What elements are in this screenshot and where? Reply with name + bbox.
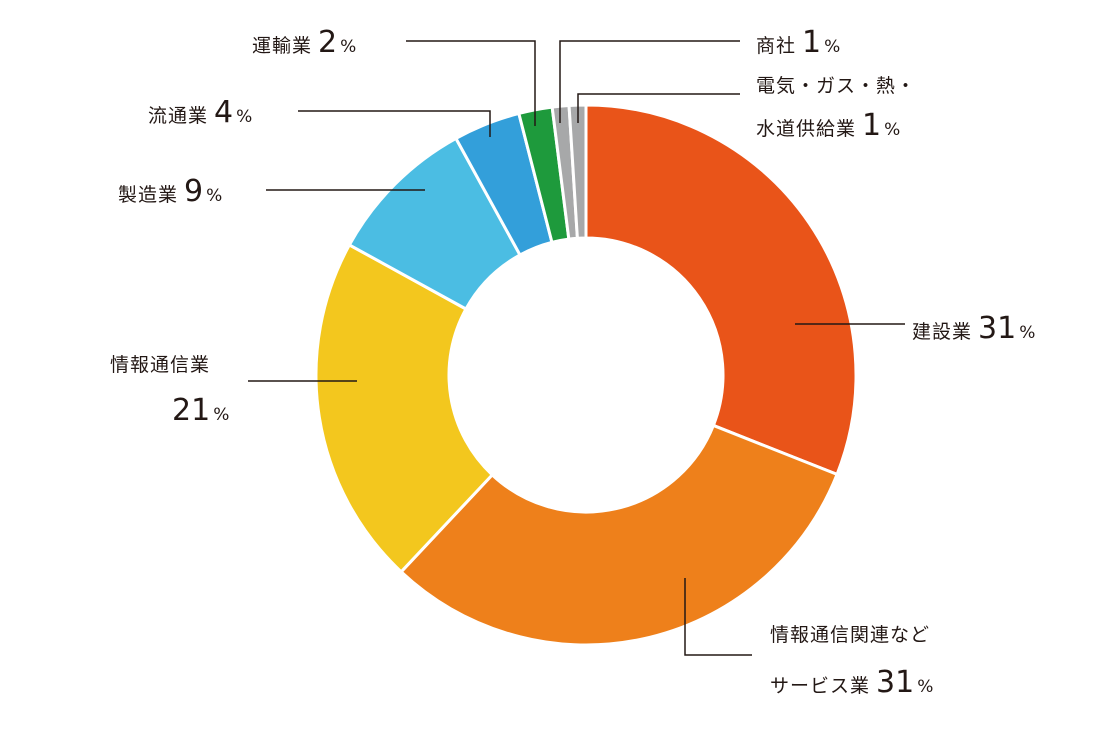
slice-label-3: 製造業 9% [118, 174, 222, 209]
slice-7 [567, 103, 588, 240]
slice-label-6: 商社 1% [756, 25, 840, 60]
leader-line-5 [406, 40, 536, 126]
slice-label-text-3: 製造業 9% [118, 174, 222, 209]
slice-0 [584, 103, 858, 476]
slice-label-line2-7: 水道供給業 1% [756, 108, 900, 143]
slice-label-line2-1: サービス業 31% [770, 665, 933, 700]
leader-line-4 [298, 110, 491, 137]
slice-label-text-6: 商社 1% [756, 25, 840, 60]
leader-line-1 [684, 578, 752, 656]
slice-label-text-5: 運輸業 2% [252, 25, 356, 60]
slice-2 [314, 243, 494, 574]
leader-lines-group [248, 40, 905, 656]
slice-label-4: 流通業 4% [148, 95, 252, 130]
slice-label-0: 建設業 31% [912, 311, 1035, 346]
leader-line-6 [559, 40, 740, 123]
slice-label-line1-1: 情報通信関連など [770, 624, 930, 646]
slice-label-value-2: 21% [172, 393, 229, 428]
slices-group [314, 103, 858, 647]
slice-label-5: 運輸業 2% [252, 25, 356, 60]
slice-label-line1-7: 電気・ガス・熱・ [756, 75, 916, 97]
slice-1 [399, 423, 839, 647]
slice-label-7: 電気・ガス・熱・水道供給業 1% [756, 75, 916, 143]
slice-label-text-0: 建設業 31% [912, 311, 1035, 346]
slice-label-text-4: 流通業 4% [148, 95, 252, 130]
slice-label-name-2: 情報通信業 [110, 354, 210, 376]
leader-line-7 [577, 93, 740, 123]
slice-label-2: 情報通信業 21% [110, 354, 229, 428]
